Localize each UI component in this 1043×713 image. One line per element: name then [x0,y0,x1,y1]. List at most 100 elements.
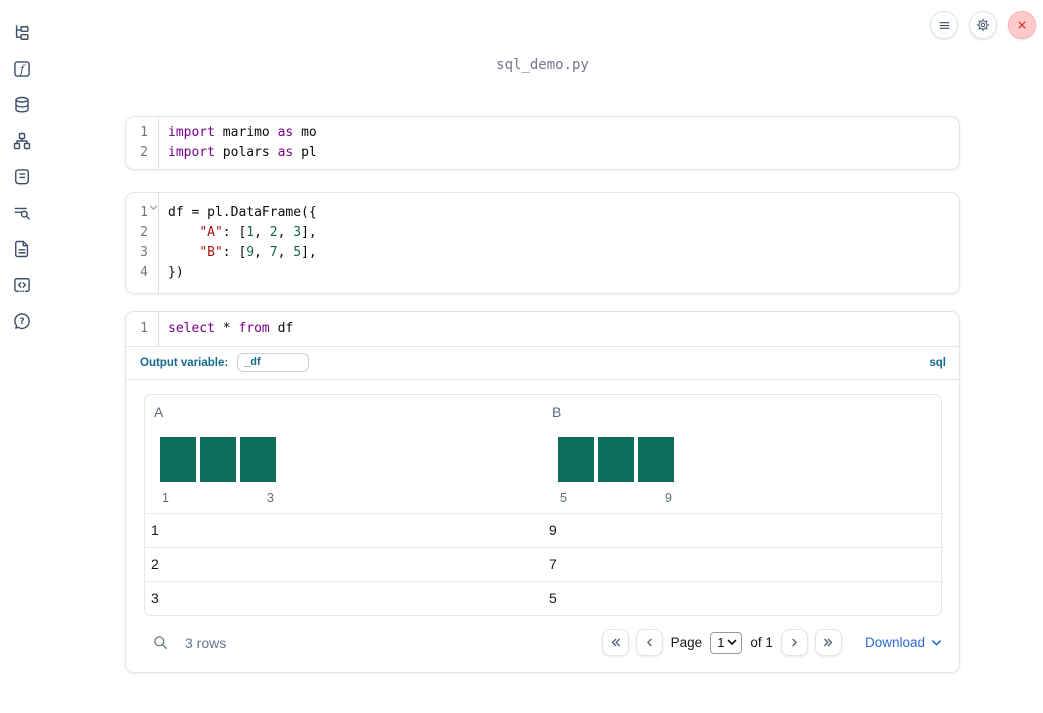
code-editor[interactable]: 1 import marimo as mo 2 import polars as pl [126,117,959,169]
line-number: 4 [140,265,148,280]
next-page-button[interactable] [780,629,808,656]
code-text: "A": [1, 2, 3], [199,225,317,240]
close-icon [1015,18,1029,32]
double-chevron-left-icon [609,636,622,649]
menu-icon [937,18,952,33]
table-cell: 7 [549,556,557,572]
line-number: 1 [140,321,148,336]
histogram-bar [200,437,236,482]
histogram-bar [598,437,634,482]
sql-editor[interactable]: 1 select * from df [126,312,959,346]
line-number: 2 [140,145,148,160]
svg-text:f: f [19,63,26,76]
fold-chevron-icon[interactable] [149,205,158,211]
file-explorer-button[interactable] [12,23,32,43]
first-page-button[interactable] [601,629,629,656]
histogram-min-label: 5 [560,491,567,505]
page-select-value: 1 [717,635,725,650]
helper-sidebar: f? [0,0,44,713]
table-cell: 2 [151,556,159,572]
dependency-graph-button[interactable] [12,131,32,151]
line-gutter: 2 [126,143,158,163]
sql-cell-footer: Output variable: sql [126,346,959,379]
line-gutter: 1 [126,123,158,143]
code-text: "B": [9, 7, 5], [199,245,317,260]
line-number: 1 [140,125,148,140]
documentation-button[interactable] [12,239,32,259]
histogram-max-label: 9 [665,491,672,505]
gutter-divider [158,193,159,293]
variables-button[interactable]: f [12,59,32,79]
line-gutter: 1 [126,203,158,223]
table-cell: 3 [151,590,159,606]
double-chevron-right-icon [822,636,835,649]
code-line: 4}) [126,263,959,283]
table-cell: 9 [549,522,557,538]
notebook-area: sql_demo.py 1 import marimo as mo 2 import … [125,0,960,673]
column-name: B [552,404,562,420]
line-number: 1 [140,205,148,220]
documentation-icon [12,239,32,259]
code-cell-dataframe: 1 df = pl.DataFrame({ 2 "A": [1, 2, 3], 3 "… [125,192,960,294]
code-editor[interactable]: 1 df = pl.DataFrame({ 2 "A": [1, 2, 3], 3 "… [126,193,959,293]
svg-text:?: ? [19,317,24,327]
file-explorer-icon [12,23,32,43]
variables-icon: f [12,59,32,79]
column-name: A [154,404,164,420]
code-line: 3 "B": [9, 7, 5], [126,243,959,263]
menu-button[interactable] [930,11,958,39]
gutter-divider [158,312,159,346]
dependency-graph-icon [12,131,32,151]
code-line: 2 import polars as pl [126,143,959,163]
code-line: 1 import marimo as mo [126,123,959,143]
line-number: 3 [140,245,148,260]
code-cell-imports: 1 import marimo as mo 2 import polars as pl [125,116,960,170]
histogram-bar [638,437,674,482]
line-gutter: 4 [126,263,158,283]
histogram-max-label: 3 [267,491,274,505]
code-text: df = pl.DataFrame({ [168,205,317,220]
snippets-button[interactable] [12,275,32,295]
download-button[interactable]: Download [865,635,942,650]
data-sources-icon [12,95,32,115]
last-page-button[interactable] [814,629,842,656]
search-button[interactable] [151,633,170,652]
sql-language-badge: sql [929,356,946,369]
settings-button[interactable] [969,11,997,39]
gutter-divider [158,117,159,169]
row-count: 3 rows [185,634,227,651]
tracebacks-button[interactable] [12,203,32,223]
prev-page-button[interactable] [635,629,663,656]
table-cell: 5 [549,590,557,606]
output-variable-input[interactable] [237,353,310,372]
data-sources-button[interactable] [12,95,32,115]
page-select[interactable]: 1 [710,631,743,654]
logs-icon [12,167,32,187]
histogram-bar [558,437,594,482]
line-gutter: 1 [126,319,158,339]
close-button[interactable] [1008,11,1036,39]
output-variable-label: Output variable: [140,356,229,369]
code-text: select * from df [168,321,294,336]
histogram-bar [240,437,276,482]
help-icon: ? [12,311,32,331]
tracebacks-icon [12,203,32,223]
chevron-right-icon [788,636,801,649]
code-text: import polars as pl [168,145,317,160]
help-button[interactable]: ? [12,311,32,331]
search-icon [151,636,170,655]
line-number: 2 [140,225,148,240]
notebook-filename: sql_demo.py [496,57,589,73]
logs-button[interactable] [12,167,32,187]
page-of-label: of 1 [750,635,773,650]
